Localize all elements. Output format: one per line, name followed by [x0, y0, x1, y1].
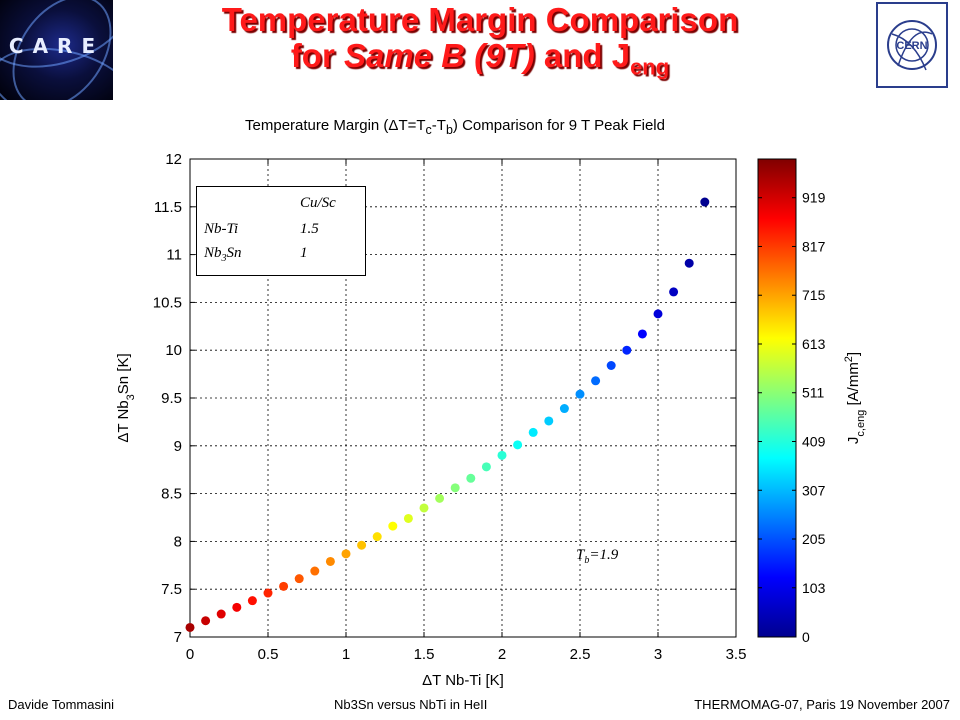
data-point — [201, 616, 211, 626]
data-point — [325, 556, 335, 566]
data-point — [466, 473, 476, 483]
data-point — [388, 521, 398, 531]
data-point — [653, 309, 663, 319]
y-tick-label: 7 — [174, 629, 182, 646]
legend-row-nbti-name: Nb-Ti — [204, 221, 239, 237]
data-point — [372, 532, 382, 542]
slide-title: Temperature Margin Comparison for Same B… — [120, 2, 840, 86]
colorbar-tick-label: 0 — [802, 629, 810, 645]
data-point — [403, 513, 413, 523]
legend-row-nb3sn-value: 1 — [300, 245, 308, 261]
data-point — [419, 503, 429, 513]
legend-box: Cu/Sc Nb-Ti 1.5 Nb3Sn 1 — [196, 186, 366, 276]
x-tick-label: 3.5 — [726, 646, 747, 663]
x-axis-label: ΔT Nb-Ti [K] — [422, 672, 504, 689]
data-point — [341, 549, 351, 559]
data-point — [606, 360, 616, 370]
y-tick-label: 8.5 — [161, 486, 182, 503]
legend-row-nbti-value: 1.5 — [300, 221, 319, 237]
colorbar-tick-label: 205 — [802, 531, 826, 547]
data-point — [357, 540, 367, 550]
data-point — [622, 345, 632, 355]
y-tick-label: 10 — [165, 342, 182, 359]
data-point — [637, 329, 647, 339]
data-point — [263, 588, 273, 598]
colorbar-tick-label: 511 — [802, 385, 825, 401]
data-point — [513, 440, 523, 450]
colorbar-tick-label: 307 — [802, 482, 826, 498]
bath-temperature-annotation: Tb=1.9 — [576, 547, 619, 566]
legend-row-nb3sn-name: Nb3Sn — [204, 245, 242, 264]
data-point — [294, 574, 304, 584]
cern-logo-text: CERN — [896, 40, 927, 52]
x-tick-label: 1.5 — [414, 646, 435, 663]
data-point — [279, 581, 289, 591]
y-tick-label: 8 — [174, 533, 182, 550]
data-point — [528, 427, 538, 437]
data-point — [435, 493, 445, 503]
colorbar — [757, 158, 797, 638]
y-tick-label: 11 — [166, 247, 182, 264]
x-tick-label: 0 — [186, 646, 194, 663]
data-point — [185, 622, 195, 632]
data-point — [216, 609, 226, 619]
y-tick-label: 12 — [165, 151, 182, 168]
x-tick-label: 3 — [654, 646, 662, 663]
slide-title-line2: for Same B (9T) and Jeng — [290, 37, 670, 80]
data-point — [575, 389, 585, 399]
colorbar-tick-label: 613 — [802, 336, 826, 352]
data-point — [591, 376, 601, 386]
data-point — [544, 416, 554, 426]
colorbar-tick-label: 409 — [802, 433, 826, 449]
colorbar-tick-label: 715 — [802, 287, 826, 303]
data-point — [450, 483, 460, 493]
care-logo: CARE — [0, 0, 113, 100]
chart-title: Temperature Margin (ΔT=Tc-Tb) Comparison… — [245, 117, 665, 137]
data-point — [232, 602, 242, 612]
footer-event: THERMOMAG-07, Paris 19 November 2007 — [694, 697, 950, 712]
x-tick-label: 1 — [342, 646, 350, 663]
footer-topic: Nb3Sn versus NbTi in HeII — [334, 697, 488, 712]
y-tick-label: 11.5 — [154, 199, 182, 216]
y-tick-label: 9.5 — [161, 390, 182, 407]
data-point — [497, 450, 507, 460]
cern-logo: CERN — [876, 2, 948, 88]
x-tick-label: 2 — [498, 646, 506, 663]
footer-author: Davide Tommasini — [8, 697, 114, 712]
data-point — [247, 596, 257, 606]
data-point — [700, 197, 710, 207]
data-point — [481, 462, 491, 472]
colorbar-tick-label: 919 — [802, 190, 826, 206]
y-tick-label: 10.5 — [153, 294, 182, 311]
x-tick-label: 0.5 — [258, 646, 279, 663]
colorbar-label: Jc,eng [A/mm2] — [843, 352, 867, 444]
y-tick-label: 7.5 — [161, 581, 182, 598]
y-tick-label: 9 — [174, 438, 182, 455]
colorbar-tick-label: 103 — [802, 580, 826, 596]
data-point — [559, 404, 569, 414]
colorbar-tick-label: 817 — [802, 238, 826, 254]
care-logo-text: CARE — [8, 34, 105, 58]
legend-header: Cu/Sc — [300, 195, 336, 211]
slide-title-line1: Temperature Margin Comparison — [221, 1, 739, 38]
y-axis-label: ΔT Nb3Sn [K] — [115, 353, 137, 442]
x-tick-label: 2.5 — [570, 646, 591, 663]
data-point — [310, 566, 320, 576]
data-point — [669, 287, 679, 297]
data-point — [684, 258, 694, 268]
